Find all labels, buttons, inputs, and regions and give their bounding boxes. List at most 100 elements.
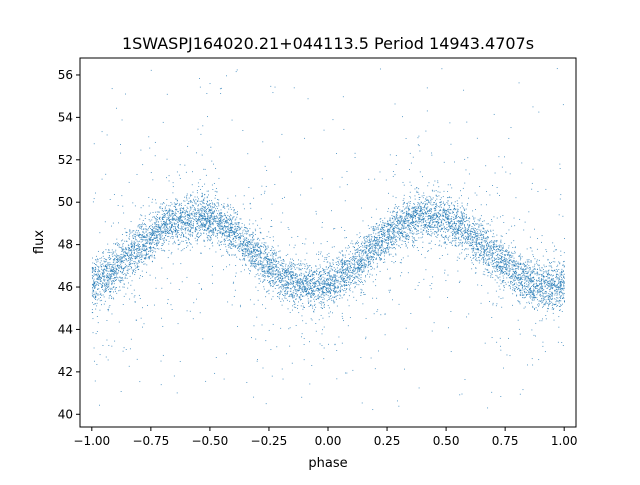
data-point: [262, 281, 263, 283]
data-point: [463, 89, 465, 91]
data-point: [347, 266, 349, 268]
data-point: [263, 259, 265, 261]
data-point: [166, 93, 168, 95]
data-point: [199, 179, 201, 180]
data-point: [438, 222, 440, 224]
data-point: [282, 378, 284, 380]
data-point: [401, 215, 403, 217]
data-point: [465, 208, 467, 210]
data-point: [172, 186, 174, 188]
data-point: [259, 260, 261, 262]
data-point: [548, 269, 550, 271]
data-point: [156, 231, 157, 233]
data-point: [472, 248, 474, 249]
data-point: [281, 280, 283, 282]
data-point: [547, 283, 549, 285]
data-point: [204, 245, 206, 247]
data-point: [242, 234, 244, 236]
data-point: [371, 240, 373, 242]
data-point: [405, 216, 407, 218]
data-point: [310, 288, 312, 290]
data-point: [228, 239, 230, 240]
data-point: [326, 261, 328, 263]
data-point: [332, 284, 334, 286]
data-point: [359, 265, 361, 266]
data-point: [338, 336, 340, 338]
data-point: [152, 228, 154, 230]
data-point: [263, 238, 265, 240]
data-point: [303, 282, 304, 284]
data-point: [277, 263, 279, 265]
data-point: [396, 400, 398, 402]
data-point: [121, 262, 123, 264]
data-point: [180, 212, 182, 214]
data-point: [373, 313, 375, 315]
data-point: [485, 261, 487, 263]
data-point: [409, 214, 411, 216]
data-point: [236, 231, 237, 233]
data-point: [463, 237, 465, 239]
data-point: [481, 239, 483, 241]
data-point: [515, 268, 517, 270]
data-point: [299, 263, 301, 265]
data-point: [129, 249, 131, 251]
data-point: [495, 258, 497, 260]
data-point: [538, 285, 540, 286]
data-point: [373, 230, 375, 232]
data-point: [302, 308, 304, 310]
data-point: [302, 305, 304, 307]
data-point: [324, 281, 326, 283]
data-point: [94, 303, 96, 305]
data-point: [492, 242, 494, 244]
data-point: [531, 329, 533, 331]
data-point: [293, 290, 295, 292]
data-point: [542, 285, 544, 287]
data-point: [293, 272, 295, 274]
data-point: [328, 312, 330, 314]
data-point: [233, 235, 235, 237]
data-point: [228, 236, 229, 237]
data-point: [413, 222, 415, 224]
data-point: [359, 280, 361, 282]
data-point: [487, 248, 489, 250]
data-point: [120, 277, 122, 279]
data-point: [530, 286, 532, 287]
data-point: [506, 250, 508, 251]
data-point: [254, 253, 256, 255]
data-point: [437, 234, 439, 236]
data-point: [537, 292, 539, 294]
data-point: [283, 269, 285, 271]
data-point: [390, 253, 392, 255]
data-point: [274, 281, 276, 283]
data-point: [408, 223, 410, 225]
data-point: [406, 233, 408, 235]
data-point: [293, 263, 295, 265]
data-point: [494, 271, 496, 273]
data-point: [326, 254, 328, 256]
data-point: [511, 264, 513, 266]
data-point: [205, 219, 207, 221]
data-point: [410, 230, 412, 232]
data-point: [113, 243, 115, 245]
data-point: [245, 265, 247, 266]
data-point: [419, 211, 421, 213]
data-point: [126, 231, 128, 233]
data-point: [174, 222, 176, 224]
data-point: [201, 288, 202, 290]
data-point: [526, 286, 528, 287]
data-point: [176, 230, 178, 232]
data-point: [219, 220, 221, 222]
data-point: [368, 236, 370, 238]
data-point: [463, 258, 465, 260]
data-point: [99, 257, 101, 259]
data-point: [548, 305, 550, 307]
data-point: [280, 278, 281, 279]
data-point: [190, 223, 192, 225]
data-point: [380, 250, 382, 252]
data-point: [190, 243, 192, 245]
data-point: [255, 254, 257, 256]
data-point: [479, 254, 481, 256]
data-point: [230, 208, 232, 210]
data-point: [464, 242, 466, 244]
data-point: [141, 253, 143, 255]
